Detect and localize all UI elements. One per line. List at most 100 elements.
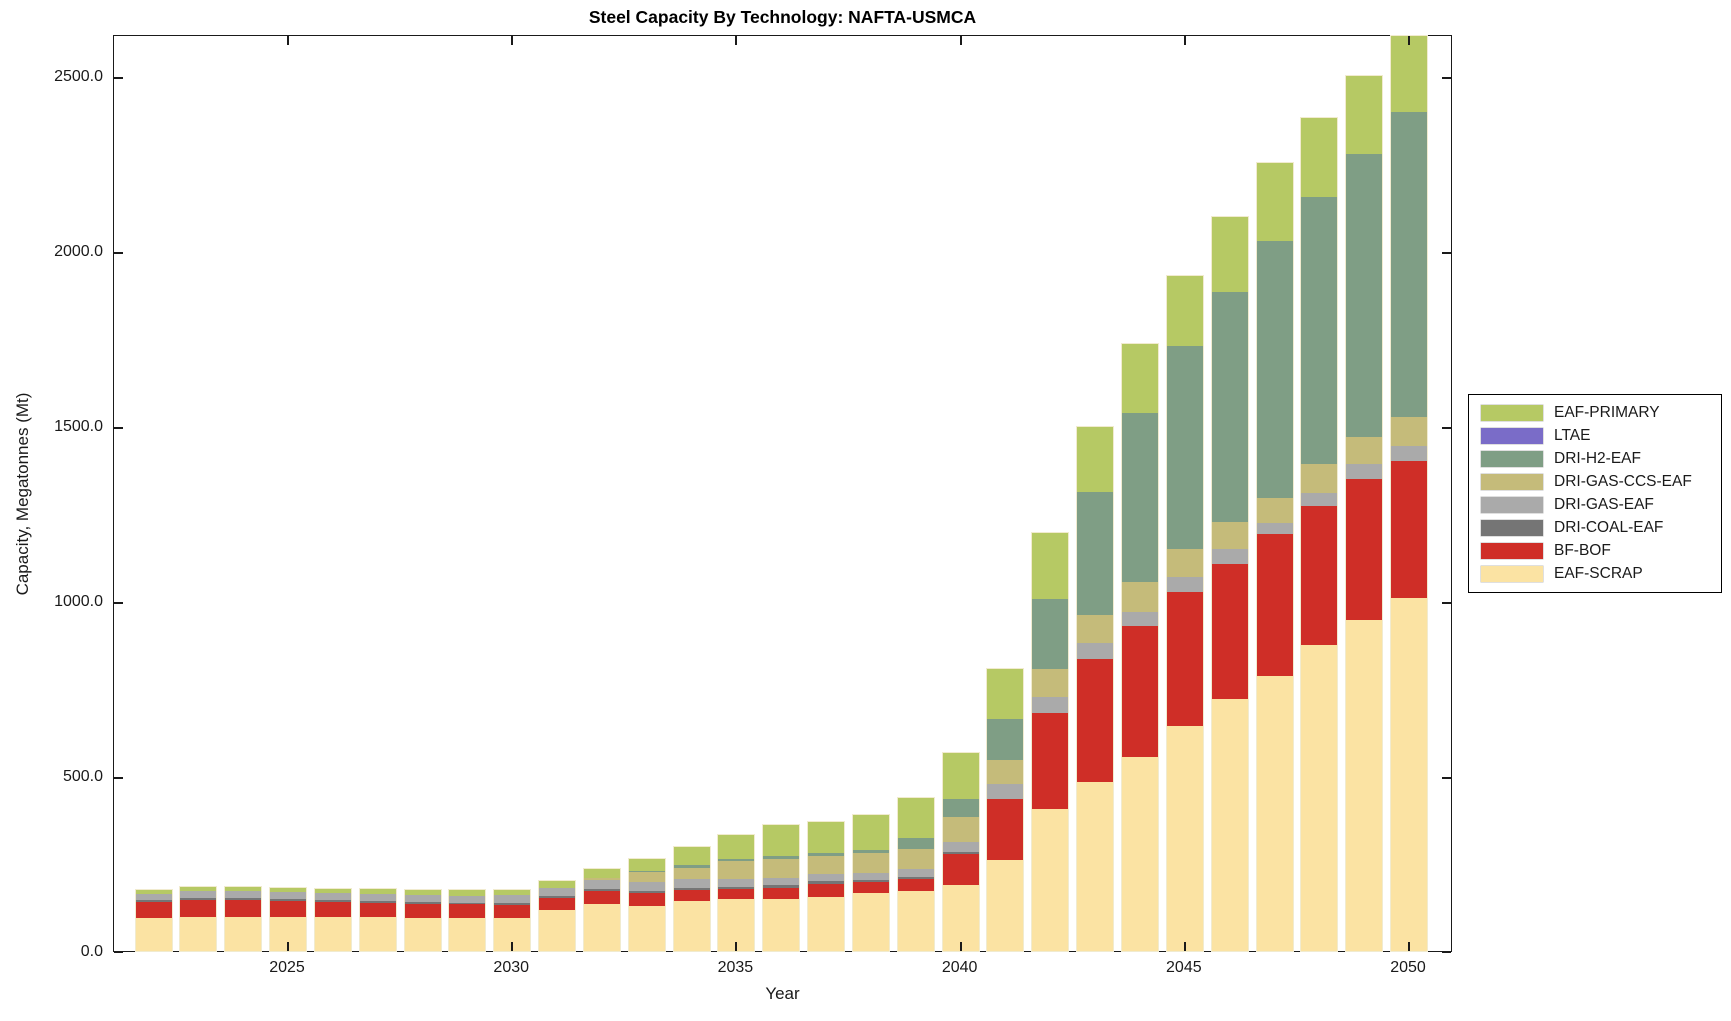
legend-row-dri-h2-eaf: DRI-H2-EAF [1481,447,1709,470]
bar-2047 [1255,161,1294,953]
bar-segment-dri-coal-eaf [539,896,576,899]
bar-2037 [807,821,846,952]
bar-2049 [1345,75,1384,952]
bar-segment-bf-bof [628,892,665,906]
bar-segment-dri-h2-eaf [897,837,934,850]
bar-segment-bf-bof [314,901,351,918]
bar-segment-bf-bof [270,900,307,917]
bar-segment-eaf-primary [1346,76,1383,155]
bar-segment-dri-gas-eaf [314,892,351,900]
legend-swatch-dri-gas-eaf [1481,497,1543,514]
bar-segment-eaf-scrap [673,900,710,951]
bar-segment-bf-bof [225,899,262,917]
bar-segment-bf-bof [1077,659,1114,782]
bar-segment-bf-bof [583,891,620,905]
bar-segment-bf-bof [539,898,576,911]
bar-segment-dri-gas-eaf [1301,492,1338,506]
bar-2044 [1120,343,1159,952]
bar-segment-dri-coal-eaf [225,898,262,900]
bar-segment-dri-gas-eaf [897,869,934,877]
bar-2032 [582,867,621,953]
bar-segment-bf-bof [1032,713,1069,810]
bar-segment-dri-gas-eaf [1391,445,1428,461]
bar-segment-dri-gas-eaf [718,879,755,887]
bar-segment-bf-bof [449,904,486,919]
bar-segment-dri-gas-ccs-eaf [673,867,710,880]
bar-segment-dri-h2-eaf [1391,112,1428,418]
y-tick-right [1442,777,1451,779]
bar-segment-eaf-scrap [628,905,665,951]
bar-segment-eaf-primary [763,825,800,857]
legend-label: DRI-H2-EAF [1554,449,1641,467]
x-tick-label: 2035 [717,959,754,976]
bar-segment-eaf-scrap [852,893,889,951]
bar-2031 [538,880,577,952]
bar-segment-dri-coal-eaf [135,899,172,902]
bar-segment-dri-gas-eaf [852,872,889,880]
bar-segment-dri-gas-eaf [404,895,441,902]
bar-segment-eaf-scrap [135,918,172,951]
bar-segment-dri-gas-ccs-eaf [1301,464,1338,493]
bar-2048 [1300,117,1339,952]
bar-segment-dri-gas-ccs-eaf [1077,615,1114,643]
bar-segment-eaf-primary [897,797,934,838]
bar-segment-bf-bof [494,904,531,919]
bar-segment-eaf-primary [1032,533,1069,600]
legend-box: EAF-PRIMARY LTAE DRI-H2-EAF DRI-GAS-CCS-EAF… [1468,394,1722,593]
bar-segment-dri-gas-eaf [1077,642,1114,660]
bar-segment-dri-gas-eaf [942,842,979,852]
legend-row-ltae: LTAE [1481,424,1709,447]
bar-2043 [1076,425,1115,953]
legend-label: LTAE [1554,426,1591,444]
x-tick-bottom [735,942,738,951]
y-tick-label: 1500.0 [54,418,103,435]
bar-segment-bf-bof [1301,505,1338,646]
y-tick-left [114,252,123,254]
bar-segment-dri-gas-eaf [987,784,1024,800]
x-tick-bottom [959,942,962,951]
bar-segment-eaf-scrap [1032,809,1069,951]
bar-segment-dri-coal-eaf [270,899,307,901]
bar-segment-dri-gas-eaf [135,893,172,900]
bar-segment-eaf-primary [494,890,531,896]
bar-2024 [224,885,263,953]
bar-segment-dri-h2-eaf [628,870,665,873]
y-tick-left [114,77,123,79]
bar-segment-eaf-primary [270,888,307,893]
bar-segment-bf-bof [359,902,396,918]
legend-swatch-dri-coal-eaf [1481,520,1543,537]
legend-row-bf-bof: BF-BOF [1481,540,1709,563]
bar-segment-dri-h2-eaf [1211,292,1248,523]
x-tick-bottom [1408,942,1411,951]
bar-segment-dri-gas-eaf [449,895,486,903]
bar-segment-dri-coal-eaf [808,881,845,885]
bar-segment-eaf-primary [1301,118,1338,197]
bar-segment-dri-gas-eaf [763,877,800,886]
bar-segment-dri-gas-eaf [225,891,262,899]
bar-segment-dri-h2-eaf [987,718,1024,760]
bar-segment-bf-bof [180,899,217,918]
bar-segment-bf-bof [808,884,845,897]
legend-swatch-eaf-scrap [1481,566,1543,583]
x-tick-label: 2050 [1390,959,1426,976]
bar-segment-bf-bof [673,890,710,901]
legend-label: DRI-GAS-EAF [1554,496,1654,514]
x-tick-top [959,36,962,45]
bar-segment-dri-coal-eaf [583,889,620,892]
bar-segment-dri-gas-ccs-eaf [1032,669,1069,697]
x-tick-label: 2040 [941,959,978,976]
bar-2036 [762,824,801,952]
bar-segment-dri-gas-eaf [673,879,710,888]
y-tick-label: 2500.0 [54,68,103,85]
bar-segment-dri-gas-ccs-eaf [763,858,800,878]
bar-segment-dri-gas-eaf [494,895,531,903]
bar-segment-dri-coal-eaf [404,902,441,904]
bar-segment-dri-h2-eaf [1301,196,1338,465]
bar-segment-bf-bof [718,889,755,899]
bar-segment-eaf-primary [359,889,396,894]
legend-swatch-bf-bof [1481,543,1543,560]
bar-segment-dri-h2-eaf [763,856,800,859]
bar-segment-dri-gas-ccs-eaf [987,759,1024,785]
y-tick-left [114,951,123,953]
bar-segment-bf-bof [1121,626,1158,757]
